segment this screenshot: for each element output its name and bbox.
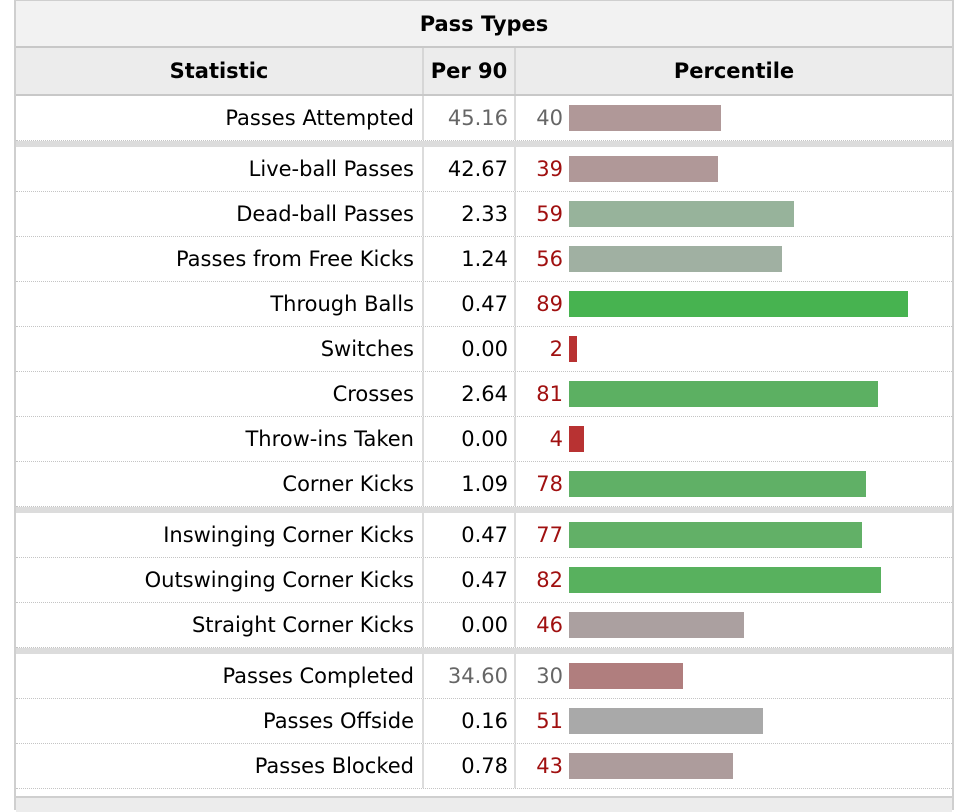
per90-value: 0.47: [422, 558, 516, 602]
statistic-label: Through Balls: [270, 292, 414, 316]
statistic-label: Passes from Free Kicks: [175, 247, 414, 271]
percentile-bar: [569, 612, 744, 638]
percentile-bar: [569, 708, 763, 734]
table-row: Passes from Free Kicks 1.24 56: [16, 237, 952, 282]
percentile-cell: 59: [516, 192, 952, 236]
per90-value: 45.16: [422, 96, 516, 140]
per90-value: 0.16: [422, 699, 516, 743]
table-row: Passes Offside 0.16 51: [16, 699, 952, 744]
per90-value: 0.00: [422, 603, 516, 647]
percentile-bar: [569, 753, 733, 779]
table-row: Crosses 2.64 81: [16, 372, 952, 417]
percentile-cell: 39: [516, 147, 952, 191]
percentile-cell: 56: [516, 237, 952, 281]
percentile-value: 43: [536, 754, 563, 778]
percentile-cell: 43: [516, 744, 952, 788]
percentile-cell: 78: [516, 462, 952, 506]
percentile-cell: 51: [516, 699, 952, 743]
table-row: Straight Corner Kicks 0.00 46: [16, 603, 952, 648]
percentile-bar: [569, 201, 794, 227]
statistic-label: Straight Corner Kicks: [191, 613, 414, 637]
statistic-label: Inswinging Corner Kicks: [163, 523, 414, 547]
table-body: Passes Attempted 45.16 40 Live-ball Passes 4…: [16, 96, 952, 810]
percentile-cell: 40: [516, 96, 952, 140]
per90-value: 1.09: [422, 462, 516, 506]
table-row: Throw-ins Taken 0.00 4: [16, 417, 952, 462]
percentile-value: 2: [549, 337, 563, 361]
percentile-bar: [569, 663, 683, 689]
per90-value: 0.47: [422, 282, 516, 326]
statistic-label: Dead-ball Passes: [236, 202, 414, 226]
statistic-label: Passes Blocked: [254, 754, 414, 778]
percentile-value: 4: [549, 427, 563, 451]
percentile-value: 51: [536, 709, 563, 733]
percentile-cell: 4: [516, 417, 952, 461]
table-row: Through Balls 0.47 89: [16, 282, 952, 327]
per90-value: 0.00: [422, 327, 516, 371]
percentile-value: 40: [536, 106, 563, 130]
statistic-label: Crosses: [332, 382, 414, 406]
percentile-cell: 46: [516, 603, 952, 647]
statistic-label: Outswinging Corner Kicks: [144, 568, 414, 592]
percentile-bar: [569, 246, 782, 272]
table-row: Live-ball Passes 42.67 39: [16, 141, 952, 192]
statistic-label: Passes Attempted: [225, 106, 414, 130]
percentile-cell: 82: [516, 558, 952, 602]
per90-value: 0.78: [422, 744, 516, 788]
table-row: Dead-ball Passes 2.33 59: [16, 192, 952, 237]
percentile-value: 89: [536, 292, 563, 316]
statistic-label: Throw-ins Taken: [245, 427, 414, 451]
percentile-bar: [569, 567, 881, 593]
table-row: Switches 0.00 2: [16, 327, 952, 372]
table-header: Statistic Per 90 Percentile: [16, 48, 952, 96]
percentile-bar: [569, 381, 878, 407]
header-per90[interactable]: Per 90: [422, 48, 516, 94]
per90-value: 0.47: [422, 513, 516, 557]
table-row: Passes Attempted 45.16 40: [16, 96, 952, 141]
percentile-value: 77: [536, 523, 563, 547]
per90-value: 2.33: [422, 192, 516, 236]
percentile-bar: [569, 291, 908, 317]
per90-value: 42.67: [422, 147, 516, 191]
percentile-value: 81: [536, 382, 563, 406]
percentile-cell: 77: [516, 513, 952, 557]
pass-types-table: Pass Types Statistic Per 90 Percentile P…: [14, 0, 954, 812]
percentile-cell: 2: [516, 327, 952, 371]
table-row: Passes Completed 34.60 30: [16, 648, 952, 699]
percentile-cell: 81: [516, 372, 952, 416]
percentile-bar: [569, 105, 721, 131]
percentile-value: 30: [536, 664, 563, 688]
percentile-value: 39: [536, 157, 563, 181]
table-row: Passes Blocked 0.78 43: [16, 744, 952, 789]
percentile-bar: [569, 156, 718, 182]
table-row: Corner Kicks 1.09 78: [16, 462, 952, 507]
header-percentile[interactable]: Percentile: [673, 59, 795, 83]
percentile-bar: [569, 336, 577, 362]
statistic-label: Passes Offside: [262, 709, 414, 733]
table-row: Inswinging Corner Kicks 0.47 77: [16, 507, 952, 558]
statistic-label: Live-ball Passes: [248, 157, 414, 181]
per90-value: 0.00: [422, 417, 516, 461]
table-row: Outswinging Corner Kicks 0.47 82: [16, 558, 952, 603]
table-footer: [16, 796, 952, 812]
percentile-value: 56: [536, 247, 563, 271]
percentile-value: 82: [536, 568, 563, 592]
header-statistic[interactable]: Statistic: [169, 59, 269, 83]
percentile-bar: [569, 471, 866, 497]
percentile-value: 78: [536, 472, 563, 496]
percentile-value: 46: [536, 613, 563, 637]
percentile-bar: [569, 426, 584, 452]
percentile-cell: 89: [516, 282, 952, 326]
percentile-value: 59: [536, 202, 563, 226]
statistic-label: Corner Kicks: [282, 472, 414, 496]
percentile-bar: [569, 522, 862, 548]
per90-value: 34.60: [422, 654, 516, 698]
per90-value: 2.64: [422, 372, 516, 416]
statistic-label: Passes Completed: [222, 664, 414, 688]
percentile-cell: 30: [516, 654, 952, 698]
table-caption: Pass Types: [16, 0, 952, 48]
per90-value: 1.24: [422, 237, 516, 281]
statistic-label: Switches: [320, 337, 414, 361]
